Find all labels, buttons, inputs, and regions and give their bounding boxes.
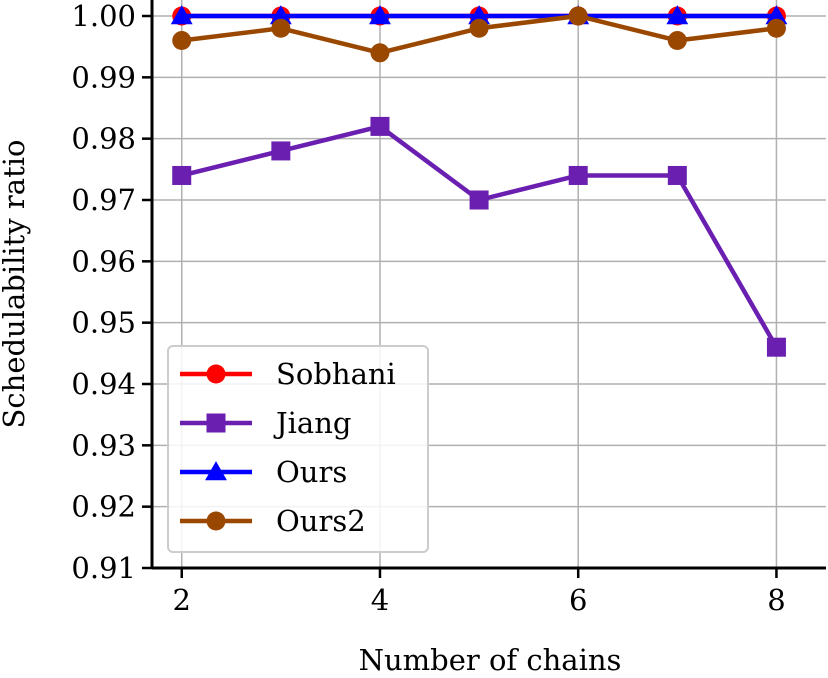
- y-tick-label: 0.98: [71, 122, 136, 156]
- legend-label: Jiang: [273, 406, 351, 440]
- data-point-ours: [269, 5, 292, 25]
- legend-box: [167, 345, 429, 553]
- data-point-jiang: [172, 165, 192, 185]
- data-point-ours2: [271, 18, 291, 38]
- legend-entry-sobhani: Sobhani: [180, 357, 396, 391]
- x-ticks: 2 4 6 8: [173, 568, 786, 617]
- y-tick-label: 1.00: [71, 0, 136, 33]
- series-line-jiang: [181, 124, 779, 349]
- x-tick-label: 6: [569, 583, 587, 617]
- axes: [150, 0, 826, 570]
- y-axis-label: Schedulability ratio: [0, 140, 31, 429]
- y-tick-label: 0.96: [71, 244, 136, 278]
- data-point-ours2: [667, 31, 687, 51]
- data-point-jiang: [469, 190, 489, 210]
- y-tick-label: 0.95: [71, 306, 136, 340]
- x-axis-label: Number of chains: [359, 643, 622, 677]
- data-point-ours: [369, 5, 391, 25]
- data-point-ours2: [568, 6, 588, 26]
- legend: Sobhani Jiang Ours Ours2: [167, 345, 429, 553]
- legend-swatch-marker: [205, 461, 227, 481]
- legend-entry-jiang: Jiang: [180, 406, 351, 440]
- y-tick-label: 0.91: [71, 551, 136, 585]
- legend-label: Sobhani: [276, 357, 396, 391]
- y-tick-label: 0.99: [71, 60, 136, 94]
- data-point-jiang: [370, 116, 390, 136]
- y-tick-label: 0.93: [71, 428, 136, 462]
- data-point-jiang: [667, 165, 687, 185]
- legend-entry-ours: Ours: [180, 455, 347, 489]
- x-tick-label: 2: [173, 583, 191, 617]
- x-tick-label: 4: [371, 583, 389, 617]
- legend-label: Ours: [276, 455, 347, 489]
- data-point-ours2: [766, 18, 786, 38]
- data-point-ours2: [370, 43, 390, 63]
- series-group: [170, 5, 788, 357]
- data-point-jiang: [271, 141, 291, 161]
- legend-swatch-marker: [206, 364, 226, 384]
- y-tick-label: 0.92: [71, 490, 136, 524]
- data-point-ours: [468, 5, 491, 25]
- series-ours2: [172, 6, 786, 63]
- data-point-ours: [666, 5, 689, 25]
- data-point-jiang: [766, 337, 786, 357]
- series-jiang: [172, 116, 786, 357]
- y-tick-label: 0.94: [71, 367, 136, 401]
- legend-swatch-marker: [206, 413, 226, 433]
- series-ours: [170, 5, 788, 25]
- grid-lines: [152, 0, 826, 569]
- x-tick-label: 8: [767, 583, 785, 617]
- legend-entry-ours2: Ours2: [180, 504, 366, 538]
- data-point-ours: [765, 5, 788, 25]
- data-point-jiang: [568, 165, 588, 185]
- data-point-ours2: [172, 31, 192, 51]
- data-point-ours: [170, 5, 193, 25]
- legend-swatch-marker: [206, 511, 226, 531]
- y-tick-label: 0.97: [71, 183, 136, 217]
- legend-label: Ours2: [276, 504, 366, 538]
- data-point-ours2: [469, 18, 489, 38]
- y-ticks: 0.91 0.92 0.93 0.94 0.95 0.96 0.97 0.98 0.99 1.00: [71, 0, 152, 585]
